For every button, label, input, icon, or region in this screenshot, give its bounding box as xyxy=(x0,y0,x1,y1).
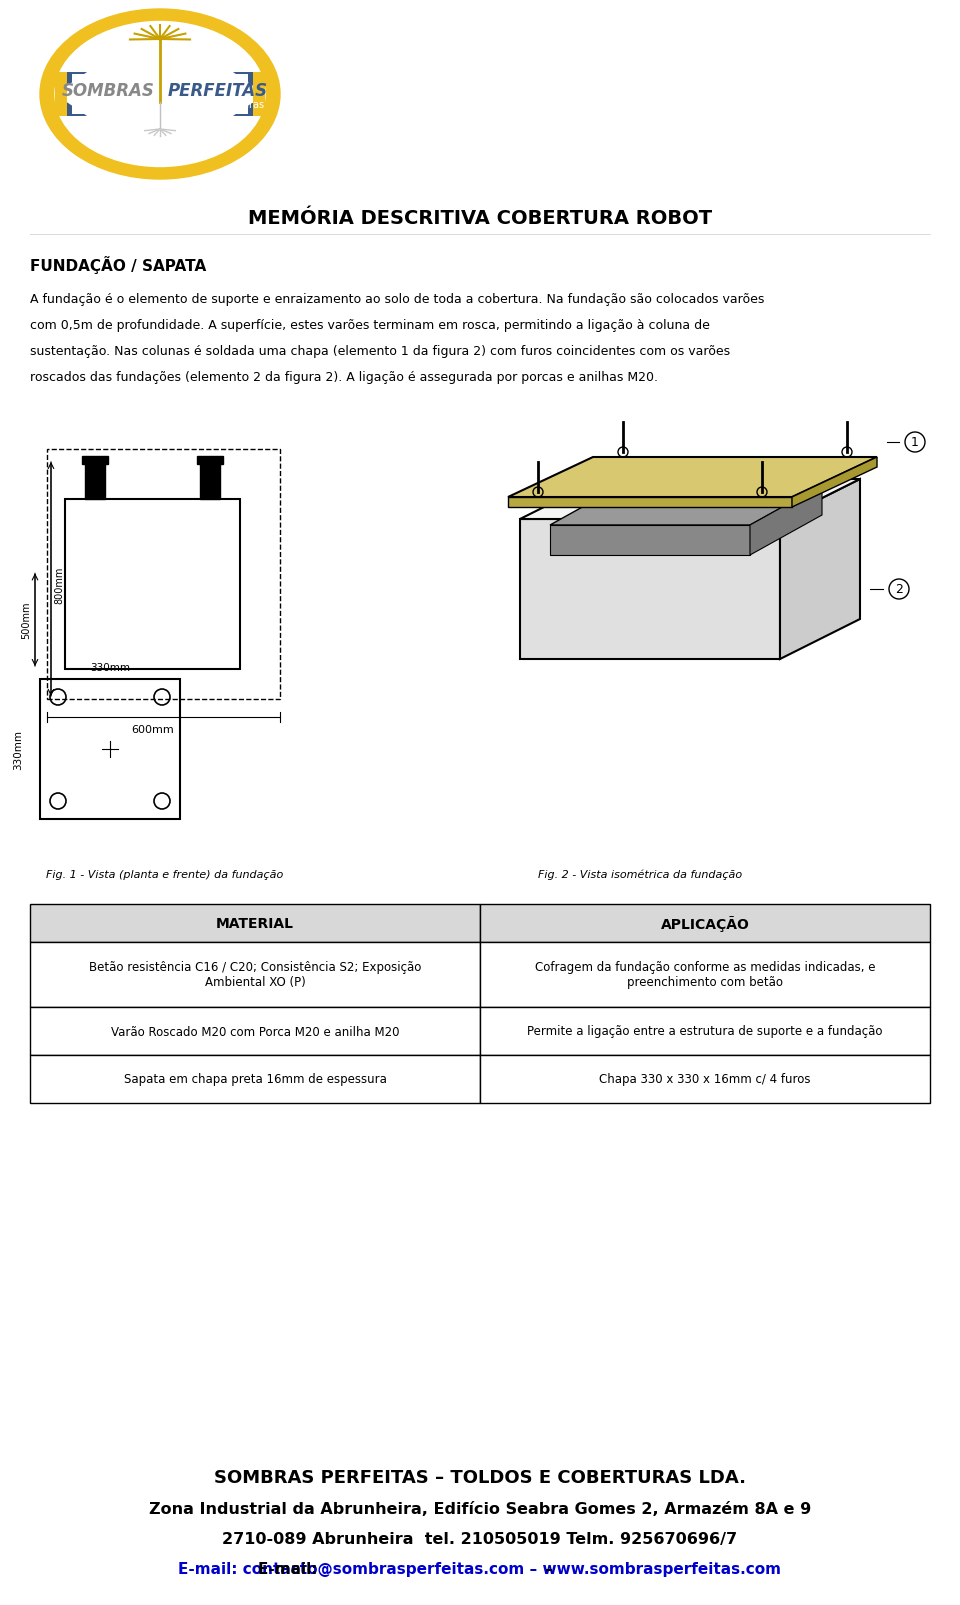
Bar xyxy=(480,1056,930,1103)
Text: A fundação é o elemento de suporte e enraizamento ao solo de toda a cobertura. N: A fundação é o elemento de suporte e enr… xyxy=(30,294,764,307)
Text: Varão Roscado M20 com Porca M20 e anilha M20: Varão Roscado M20 com Porca M20 e anilha… xyxy=(110,1026,399,1038)
Bar xyxy=(55,72,265,117)
Text: 330mm: 330mm xyxy=(90,663,130,672)
Bar xyxy=(65,499,240,669)
Text: Chapa 330 x 330 x 16mm c/ 4 furos: Chapa 330 x 330 x 16mm c/ 4 furos xyxy=(599,1072,811,1087)
Text: Cofragem da fundação conforme as medidas indicadas, e
preenchimento com betão: Cofragem da fundação conforme as medidas… xyxy=(535,961,876,989)
Bar xyxy=(253,72,265,117)
Bar xyxy=(55,72,67,117)
Text: Fig. 2 - Vista isométrica da fundação: Fig. 2 - Vista isométrica da fundação xyxy=(538,870,742,880)
Ellipse shape xyxy=(55,22,265,167)
Bar xyxy=(30,1008,480,1056)
Text: MEMÓRIA DESCRITIVA COBERTURA ROBOT: MEMÓRIA DESCRITIVA COBERTURA ROBOT xyxy=(248,209,712,228)
Text: Toldos: Toldos xyxy=(75,100,105,109)
Text: Zona Industrial da Abrunheira, Edifício Seabra Gomes 2, Armazém 8A e 9: Zona Industrial da Abrunheira, Edifício … xyxy=(149,1502,811,1517)
Text: MATERIAL: MATERIAL xyxy=(216,916,294,931)
Text: Betão resistência C16 / C20; Consistência S2; Exposição
Ambiental XO (P): Betão resistência C16 / C20; Consistênci… xyxy=(89,961,421,989)
Text: sustentação. Nas colunas é soldada uma chapa (elemento 1 da figura 2) com furos : sustentação. Nas colunas é soldada uma c… xyxy=(30,345,731,358)
Text: 800mm: 800mm xyxy=(54,567,64,603)
Bar xyxy=(480,942,930,1008)
Bar xyxy=(30,905,480,942)
Text: com 0,5m de profundidade. A superfície, estes varões terminam em rosca, permitin: com 0,5m de profundidade. A superfície, … xyxy=(30,319,709,332)
Text: 330mm: 330mm xyxy=(13,730,23,769)
Polygon shape xyxy=(550,526,750,555)
Text: FUNDAÇÃO / SAPATA: FUNDAÇÃO / SAPATA xyxy=(30,255,206,274)
Text: 600mm: 600mm xyxy=(132,724,174,735)
Bar xyxy=(40,679,180,820)
Polygon shape xyxy=(792,457,877,507)
Text: E-mail:: E-mail: xyxy=(258,1562,323,1576)
Polygon shape xyxy=(780,480,860,660)
Text: 2710-089 Abrunheira  tel. 210505019 Telm. 925670696/7: 2710-089 Abrunheira tel. 210505019 Telm.… xyxy=(223,1531,737,1547)
Text: Fig. 1 - Vista (planta e frente) da fundação: Fig. 1 - Vista (planta e frente) da fund… xyxy=(46,870,283,880)
Bar xyxy=(480,905,930,942)
Text: E-mail: contacto@sombrasperfeitas.com – www.sombrasperfeitas.com: E-mail: contacto@sombrasperfeitas.com – … xyxy=(179,1562,781,1576)
Bar xyxy=(82,457,108,465)
Text: –: – xyxy=(540,1562,558,1576)
Bar xyxy=(72,75,248,116)
Ellipse shape xyxy=(40,10,280,180)
Text: Sapata em chapa preta 16mm de espessura: Sapata em chapa preta 16mm de espessura xyxy=(124,1072,387,1087)
Text: 1: 1 xyxy=(911,437,919,449)
Polygon shape xyxy=(508,457,877,498)
Text: APLICAÇÃO: APLICAÇÃO xyxy=(660,915,750,931)
Polygon shape xyxy=(55,22,265,167)
Text: 2: 2 xyxy=(895,583,903,595)
Polygon shape xyxy=(520,480,860,520)
Polygon shape xyxy=(520,520,780,660)
Text: SOMBRAS: SOMBRAS xyxy=(61,82,155,100)
Text: Coberturas: Coberturas xyxy=(211,100,265,109)
Text: SOMBRAS PERFEITAS – TOLDOS E COBERTURAS LDA.: SOMBRAS PERFEITAS – TOLDOS E COBERTURAS … xyxy=(214,1469,746,1486)
Text: 500mm: 500mm xyxy=(21,602,31,639)
Polygon shape xyxy=(508,498,792,507)
Text: Permite a ligação entre a estrutura de suporte e a fundação: Permite a ligação entre a estrutura de s… xyxy=(527,1026,883,1038)
Text: PERFEITAS: PERFEITAS xyxy=(168,82,268,100)
Bar xyxy=(85,459,105,499)
Bar xyxy=(47,449,280,700)
Polygon shape xyxy=(750,486,822,555)
Polygon shape xyxy=(550,486,822,526)
Bar xyxy=(200,459,220,499)
Bar xyxy=(197,457,223,465)
Bar xyxy=(480,1008,930,1056)
Bar xyxy=(30,1056,480,1103)
Bar xyxy=(30,942,480,1008)
Text: roscados das fundações (elemento 2 da figura 2). A ligação é assegurada por porc: roscados das fundações (elemento 2 da fi… xyxy=(30,371,658,384)
